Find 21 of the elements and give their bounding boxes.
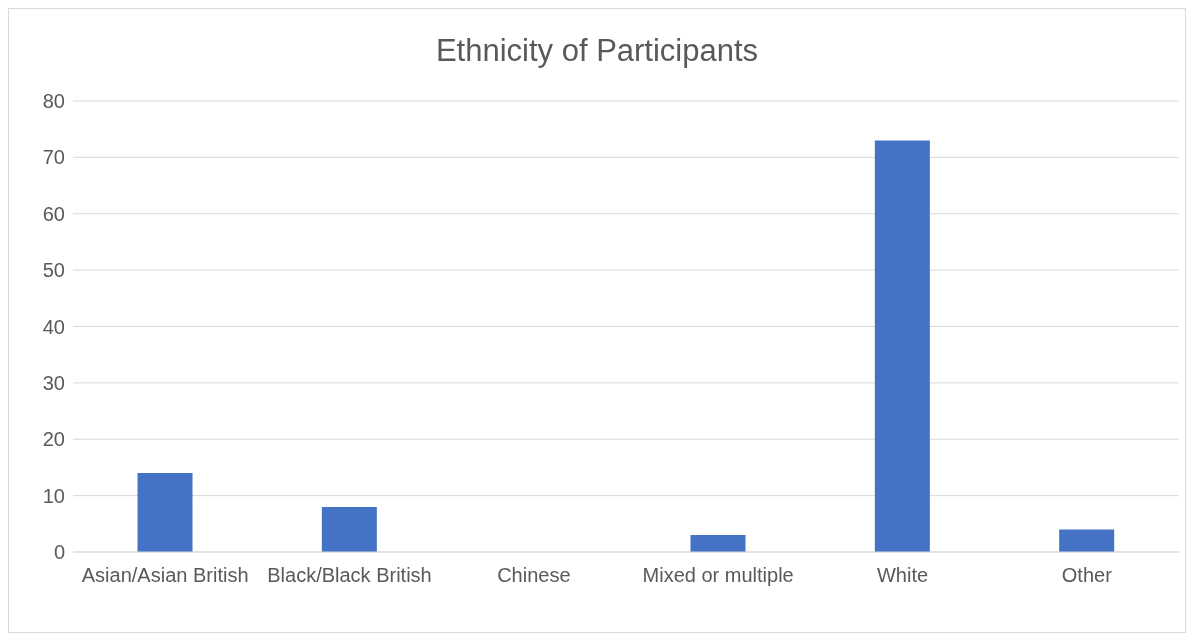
y-tick-label: 10 [42,484,65,507]
x-tick-label: White [876,564,929,587]
y-tick-label: 50 [42,259,65,282]
x-tick-label: Black/Black British [267,564,432,587]
x-tick-label: Chinese [497,564,571,587]
y-tick-label: 60 [42,202,65,225]
y-tick-label: 30 [42,371,65,394]
bar [137,473,193,552]
x-tick-label: Other [1061,564,1113,587]
y-tick-label: 20 [42,428,65,451]
chart-title: Ethnicity of Participants [434,33,760,69]
bar [321,506,377,552]
x-tick-label: Mixed or multiple [642,564,794,587]
x-tick-label: Asian/Asian British [81,564,249,587]
y-tick-label: 40 [42,315,65,338]
y-tick-label: 80 [42,90,65,113]
bar [1059,529,1115,552]
bar [874,140,930,552]
y-tick-label: 70 [42,146,65,169]
y-tick-label: 0 [53,541,65,564]
bar [690,535,746,552]
